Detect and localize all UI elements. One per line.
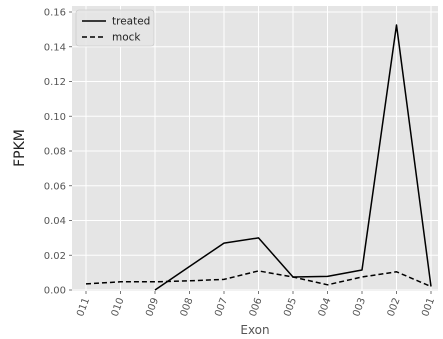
x-tick-label: 009 <box>144 296 161 318</box>
x-tick-label: 005 <box>282 296 299 318</box>
y-tick-label: 0.14 <box>44 42 66 53</box>
y-tick-label: 0.04 <box>44 216 66 227</box>
y-axis-label: FPKM <box>12 129 28 167</box>
x-tick-label: 011 <box>75 296 92 318</box>
y-tick-label: 0.12 <box>44 77 66 88</box>
y-tick-label: 0.16 <box>44 8 66 19</box>
x-tick-label: 010 <box>110 296 127 318</box>
legend-box <box>75 9 155 47</box>
legend-label-treated: treated <box>112 16 150 28</box>
x-tick-label: 004 <box>317 296 334 318</box>
x-axis-label: Exon <box>240 323 269 337</box>
x-axis: 011 010 009 008 007 006 005 004 003 002 001 <box>75 291 437 318</box>
y-tick-label: 0.00 <box>44 286 66 297</box>
y-tick-label: 0.08 <box>44 147 66 158</box>
x-tick-label: 006 <box>248 296 265 318</box>
legend: treated mock <box>75 9 155 47</box>
x-tick-label: 001 <box>420 296 437 318</box>
series-layer <box>85 24 432 291</box>
x-tick-label: 003 <box>351 296 368 318</box>
legend-label-mock: mock <box>112 32 141 44</box>
y-tick-label: 0.02 <box>44 251 66 262</box>
x-tick-label: 002 <box>386 296 403 318</box>
y-tick-label: 0.10 <box>44 112 66 123</box>
x-tick-label: 007 <box>213 296 230 318</box>
x-tick-label: 008 <box>179 296 196 318</box>
y-axis: 0.00 0.02 0.04 0.06 0.08 0.10 0.12 0.14 0.16 <box>44 8 72 297</box>
series-line-mock <box>85 270 432 288</box>
plot-area <box>72 6 438 291</box>
y-tick-label: 0.06 <box>44 181 66 192</box>
